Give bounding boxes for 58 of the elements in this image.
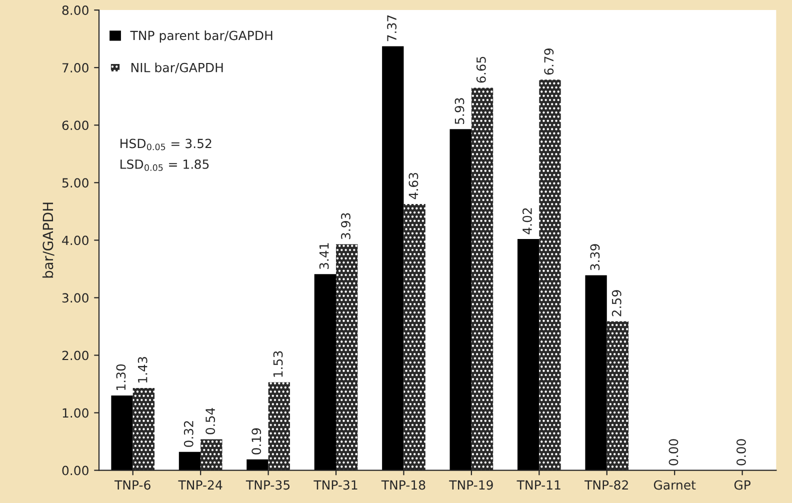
x-tick-label: GP (734, 480, 750, 490)
x-tick-label: Garnet (654, 480, 696, 490)
bar (268, 382, 290, 470)
data-label: 1.30 (116, 364, 126, 390)
data-label: 0.54 (206, 408, 216, 434)
data-label: 6.79 (544, 48, 554, 75)
y-tick-label: 4.00 (62, 236, 88, 246)
x-tick-label: TNP-31 (314, 480, 358, 490)
data-label: 4.02 (522, 208, 532, 234)
x-tick-label: TNP-18 (381, 480, 426, 490)
bar (200, 439, 222, 470)
x-tick-label: TNP-82 (584, 480, 628, 490)
bar (314, 274, 336, 470)
bar (246, 459, 268, 470)
data-label: 3.93 (341, 213, 350, 240)
x-tick-label: TNP-6 (114, 480, 150, 490)
data-label: 0.19 (252, 428, 262, 454)
bar (111, 396, 133, 470)
x-tick-label: TNP-11 (516, 480, 560, 490)
y-tick-label: 7.00 (62, 63, 88, 73)
data-label: 0.32 (184, 421, 194, 447)
data-label: 0.00 (668, 439, 678, 466)
y-tick-label: 5.00 (62, 178, 88, 188)
legend-label: TNP parent bar/GAPDH (130, 30, 272, 43)
bar (178, 452, 201, 470)
bar (517, 239, 540, 470)
y-tick-label: 3.00 (62, 293, 88, 303)
data-label: 1.43 (138, 357, 148, 382)
x-tick-label: TNP-24 (178, 480, 222, 490)
data-label: 6.65 (476, 56, 486, 83)
data-label: 7.37 (387, 15, 397, 42)
bar (606, 321, 629, 470)
y-tick-label: 2.00 (62, 350, 88, 360)
data-label: 0.00 (736, 439, 746, 466)
bar (336, 244, 358, 470)
data-label: 4.63 (408, 172, 418, 200)
data-label: 5.93 (454, 98, 464, 124)
y-tick-label: 8.00 (62, 6, 88, 15)
bar (382, 46, 404, 470)
bar (132, 388, 155, 470)
bar (404, 204, 426, 470)
data-label: 3.39 (590, 244, 600, 270)
data-label: 1.53 (273, 351, 283, 377)
bar (471, 88, 494, 470)
bar (539, 80, 561, 470)
y-tick-label: 6.00 (62, 120, 88, 130)
y-axis-title: bar/GAPDH (42, 202, 54, 278)
y-tick-label: 0.00 (62, 466, 88, 476)
annotation: HSD$_{0.05}$ = 3.52 (120, 138, 212, 150)
bar (585, 275, 607, 470)
x-tick-label: TNP-35 (246, 480, 290, 490)
data-label: 3.41 (319, 243, 329, 270)
y-tick-label: 1.00 (62, 408, 88, 418)
data-label: 2.59 (612, 290, 622, 316)
legend-label: NIL bar/GAPDH (131, 62, 223, 74)
annotation: LSD$_{0.05}$ = 1.85 (120, 159, 209, 171)
bar (450, 129, 472, 470)
x-tick-label: TNP-19 (449, 480, 493, 490)
